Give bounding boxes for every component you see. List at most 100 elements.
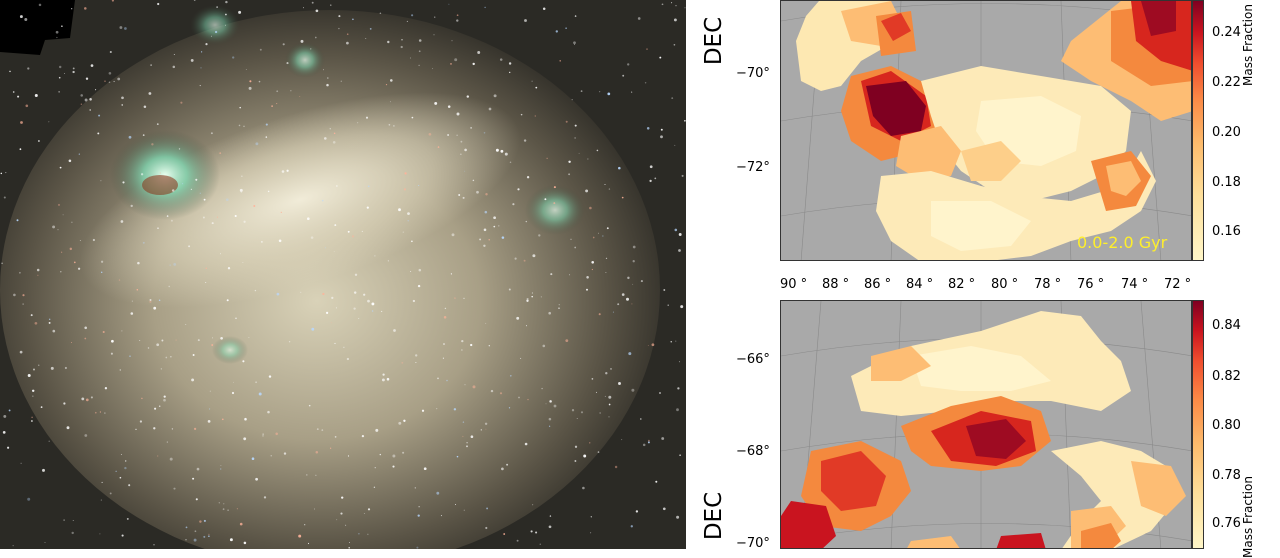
star (121, 330, 123, 332)
star (220, 468, 222, 470)
star (12, 545, 14, 547)
star (149, 300, 152, 303)
star (417, 284, 421, 288)
top-panel-ytick: −72° (736, 160, 770, 175)
star (485, 322, 487, 324)
star (646, 127, 650, 130)
star (598, 232, 599, 234)
star (476, 190, 479, 194)
star (227, 509, 229, 512)
star (389, 79, 393, 82)
star (142, 134, 145, 136)
bottom-colorbar-label: Mass Fraction (1240, 476, 1255, 558)
star (649, 179, 652, 183)
ra-tick: 86 ° (864, 277, 892, 292)
star (19, 350, 23, 354)
star (56, 36, 58, 39)
star (589, 206, 592, 210)
star (385, 83, 388, 86)
star (432, 68, 434, 70)
star (450, 63, 452, 65)
star (539, 543, 541, 545)
star (158, 405, 161, 407)
star (157, 2, 160, 6)
star (298, 534, 302, 538)
star (262, 435, 264, 437)
star (19, 148, 22, 151)
star (95, 89, 97, 91)
star (371, 302, 375, 306)
star (196, 467, 200, 471)
star (27, 374, 31, 377)
star (97, 132, 100, 135)
star (514, 257, 517, 260)
star (407, 212, 410, 215)
star (57, 229, 59, 231)
star (316, 428, 319, 430)
star (173, 263, 177, 266)
star (418, 50, 421, 53)
star (235, 317, 237, 320)
star (675, 5, 677, 7)
star (618, 382, 621, 385)
star (170, 356, 172, 358)
star (225, 198, 229, 202)
star (84, 434, 88, 437)
star (347, 230, 350, 233)
star (248, 337, 250, 338)
star (565, 339, 569, 343)
star (461, 339, 464, 343)
star (327, 77, 329, 79)
star (61, 251, 63, 253)
star (485, 428, 487, 430)
star (363, 293, 366, 296)
star (55, 30, 59, 34)
star (486, 507, 489, 510)
star (267, 190, 270, 193)
star (195, 178, 198, 181)
star (13, 293, 16, 297)
star (488, 107, 492, 111)
star (520, 113, 523, 116)
star (173, 487, 176, 490)
star (553, 202, 556, 205)
star (19, 15, 23, 19)
star (310, 236, 314, 239)
star (84, 337, 87, 340)
star (207, 420, 211, 423)
star (660, 128, 663, 131)
star (630, 525, 633, 528)
star (442, 357, 444, 359)
star (193, 427, 197, 431)
star (352, 18, 354, 21)
star (678, 233, 682, 236)
star (678, 249, 681, 252)
star (63, 519, 65, 521)
star (667, 304, 669, 306)
star (381, 378, 385, 382)
star (332, 140, 336, 144)
star (480, 429, 482, 431)
star (238, 10, 242, 14)
star (501, 236, 505, 239)
bottom-colorbar-tick: 0.80 (1212, 418, 1241, 433)
star (400, 45, 403, 49)
star (310, 48, 312, 50)
star (576, 417, 578, 419)
star (456, 112, 460, 116)
star (210, 35, 212, 37)
top-panel-ylabel: DEC (701, 16, 728, 66)
ra-tick: 90 ° (780, 277, 808, 292)
star (393, 329, 396, 332)
star (37, 140, 40, 142)
star (470, 127, 472, 129)
star (197, 339, 200, 342)
star (283, 452, 287, 455)
star (548, 425, 551, 427)
star (122, 181, 125, 184)
star (128, 135, 132, 139)
ra-tick: 80 ° (991, 277, 1019, 292)
star (462, 421, 465, 423)
star (470, 343, 473, 347)
star (531, 292, 533, 294)
